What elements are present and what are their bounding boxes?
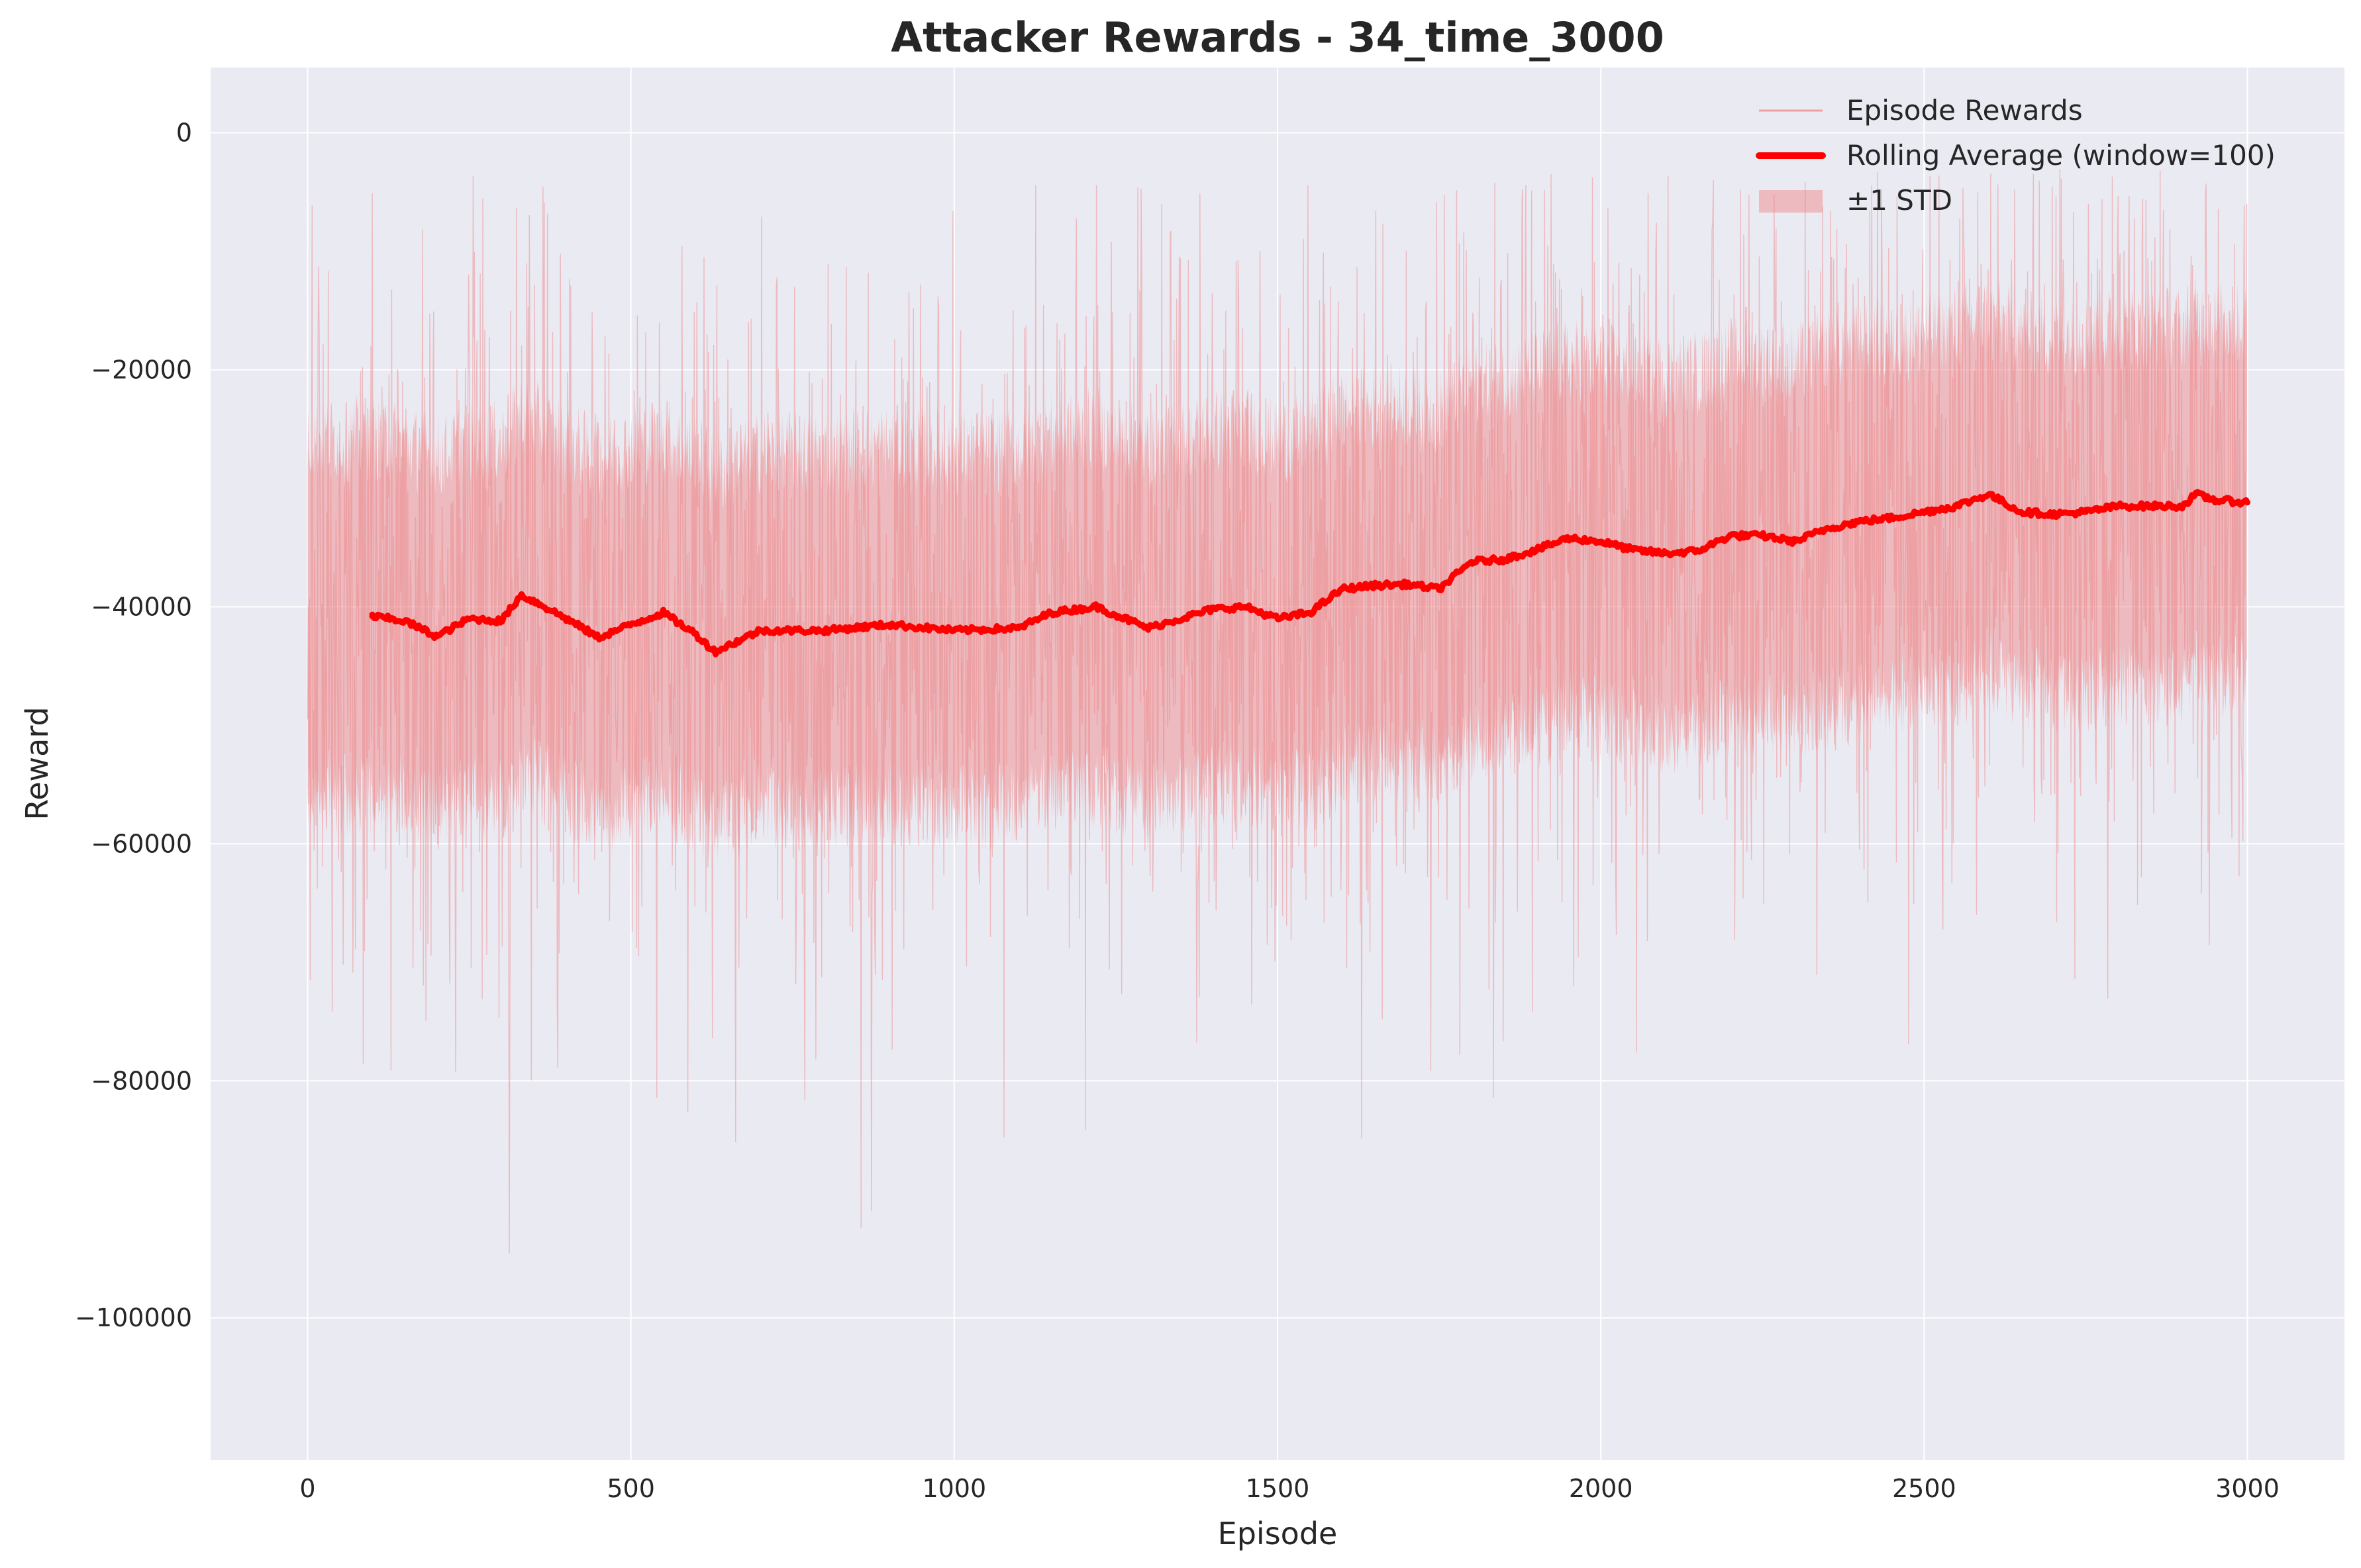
rolling-average-point: [757, 627, 764, 634]
y-tick-label: −40000: [91, 592, 192, 621]
std-band-area: [307, 273, 2247, 863]
rolling-average-point: [822, 627, 829, 634]
rolling-average-point: [1371, 582, 1378, 589]
rolling-average-point: [1985, 491, 1992, 497]
rolling-average-point: [951, 627, 958, 634]
rolling-average-point: [1209, 606, 1216, 612]
rolling-average-point: [2180, 503, 2186, 509]
rolling-average-point: [1533, 546, 1540, 553]
rolling-average-point: [1436, 586, 1442, 593]
rolling-average-point: [1274, 615, 1281, 622]
rolling-average-point: [2192, 491, 2199, 497]
legend-swatch-std-band: [1759, 190, 1823, 213]
episode-rewards-series: [307, 169, 2248, 1253]
x-axis-label: Episode: [1218, 1516, 1338, 1551]
rolling-average-point: [2082, 509, 2089, 515]
rolling-average-point: [1048, 609, 1054, 616]
rolling-average-point: [1242, 603, 1248, 610]
x-tick-label: 0: [299, 1474, 315, 1503]
rolling-average-point: [1695, 548, 1701, 554]
rolling-average-point: [434, 633, 440, 640]
y-tick-label: −20000: [91, 355, 192, 384]
rolling-average-point: [2050, 511, 2057, 518]
episode-rewards-line: [307, 169, 2248, 1253]
y-tick-label: 0: [176, 118, 192, 147]
rolling-average-point: [1791, 538, 1798, 545]
rolling-average-point: [595, 634, 602, 641]
rolling-average-point: [1889, 514, 1895, 521]
chart-title: Attacker Rewards - 34_time_3000: [891, 13, 1664, 62]
x-tick-label: 3000: [2215, 1474, 2280, 1503]
rolling-average-point: [563, 615, 570, 622]
legend: Episode Rewards Rolling Average (window=…: [1756, 94, 2276, 217]
rolling-average-point: [1501, 556, 1507, 563]
rolling-average-point: [1759, 532, 1766, 539]
x-tick-label: 1500: [1246, 1474, 1310, 1503]
rolling-average-point: [498, 618, 505, 624]
rolling-average-point: [2212, 497, 2219, 503]
rolling-average-point: [1145, 625, 1152, 632]
legend-label-std-band: ±1 STD: [1846, 184, 1952, 217]
rolling-average-point: [1339, 586, 1346, 593]
rolling-average-point: [1565, 535, 1572, 542]
rolling-average-point: [1662, 550, 1669, 557]
rolling-average-point: [1093, 603, 1100, 610]
rolling-average-point: [712, 648, 719, 655]
rolling-average-point: [1630, 546, 1636, 553]
y-axis-label: Reward: [19, 707, 55, 820]
rolling-average-point: [1824, 525, 1831, 532]
y-tick-label: −60000: [91, 829, 192, 858]
rolling-average-point: [466, 615, 473, 622]
rolling-average-point: [1953, 503, 1960, 509]
rolling-average-point: [2244, 499, 2251, 506]
x-tick-label: 2000: [1569, 1474, 1633, 1503]
rolling-average-point: [1856, 518, 1863, 524]
x-tick-label: 500: [607, 1474, 655, 1503]
rolling-average-point: [2115, 503, 2121, 509]
y-tick-label: −80000: [91, 1066, 192, 1095]
rolling-average-point: [1921, 509, 1927, 515]
rolling-average-point: [2147, 503, 2154, 509]
rolling-average-point: [628, 621, 634, 628]
grid-lines: [211, 68, 2344, 1460]
y-tick-label: −100000: [75, 1303, 192, 1332]
rolling-average-point: [692, 631, 699, 638]
rolling-average-point: [1307, 609, 1313, 616]
x-tick-label: 2500: [1892, 1474, 1956, 1503]
rolling-average-series: [369, 489, 2251, 658]
rolling-average-point: [369, 613, 376, 620]
tick-labels: 0 500 1000 1500 2000 2500 3000 0 −20000 −40000 −60…: [75, 118, 2280, 1503]
rolling-average-point: [1403, 581, 1410, 587]
rolling-average-point: [1727, 532, 1733, 539]
rolling-average-point: [1468, 558, 1475, 565]
rolling-average-point: [886, 621, 893, 628]
rolling-average-point: [2018, 509, 2025, 515]
rolling-average-point: [537, 601, 544, 608]
std-band: [307, 273, 2247, 863]
legend-label-rolling-average: Rolling Average (window=100): [1846, 139, 2276, 172]
x-tick-label: 1000: [922, 1474, 986, 1503]
rolling-average-point: [518, 591, 525, 598]
rolling-average-point: [660, 609, 666, 616]
legend-label-episode-rewards: Episode Rewards: [1846, 94, 2083, 126]
rolling-average-point: [401, 618, 408, 624]
rolling-average-point: [1597, 538, 1604, 545]
rolling-average-point: [1015, 625, 1022, 632]
